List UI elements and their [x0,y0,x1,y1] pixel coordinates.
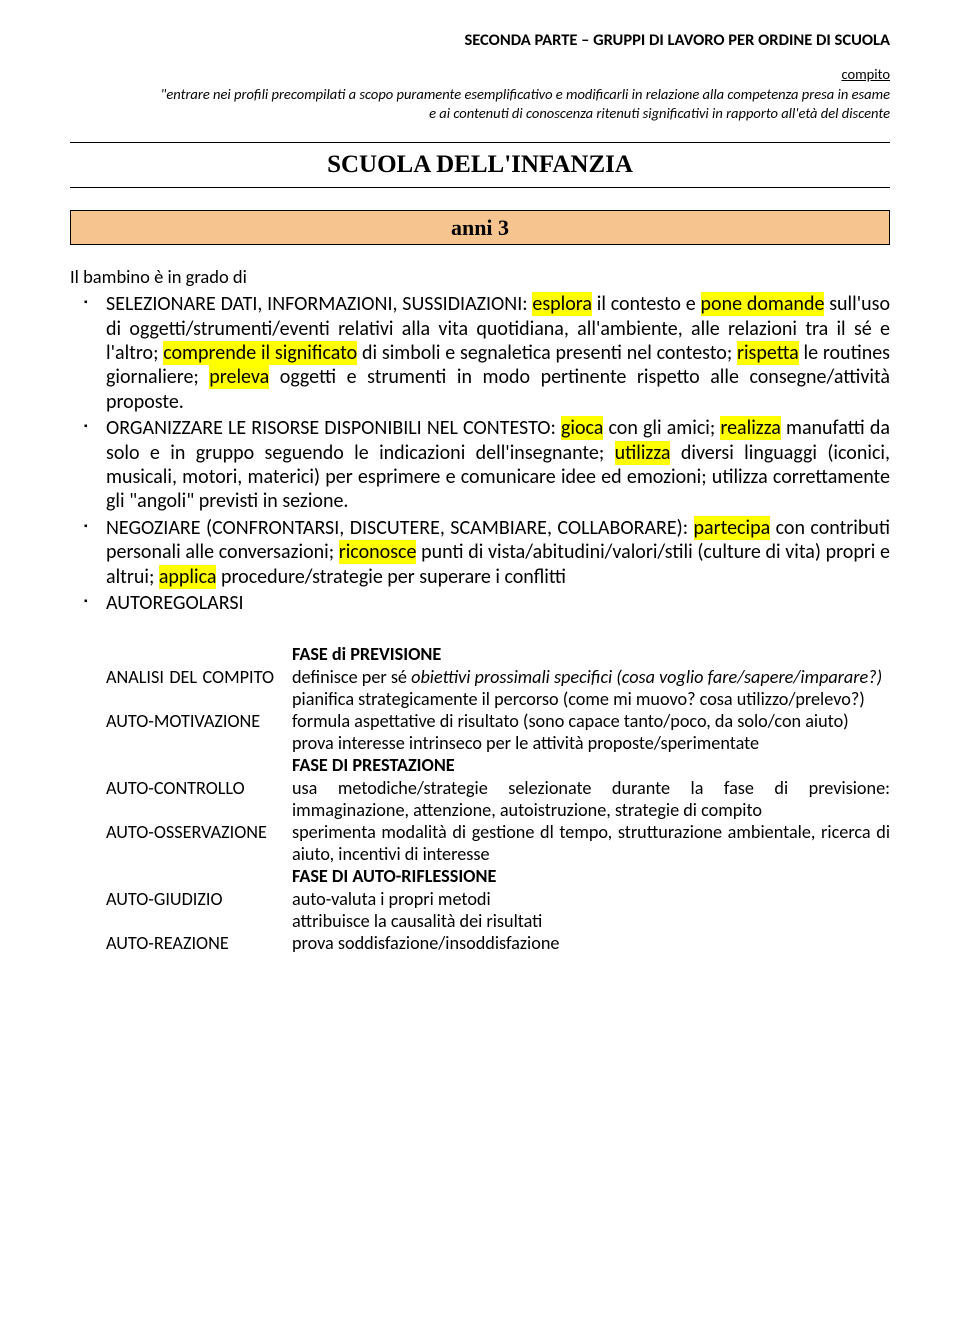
text: sperimenta modalità di gestione dl tempo… [292,821,890,865]
highlight: pone domande [701,292,825,316]
header-sub-text: compito [841,65,890,83]
highlight: riconosce [339,540,417,564]
highlight: comprende il significato [163,341,357,365]
highlight: rispetta [737,341,799,365]
header-line-1: "entrare nei profili precompilati a scop… [70,85,890,104]
text: pianifica strategicamente il percorso (c… [292,688,890,710]
text: formula aspettative di risultato (sono c… [292,710,890,732]
highlight: utilizza [615,441,671,465]
phase-heading: FASE di PREVISIONE [292,643,890,665]
table-cell-right: formula aspettative di risultato (sono c… [292,710,890,777]
table-cell-left [106,643,274,665]
table-cell-right: auto-valuta i propri metodi attribuisce … [292,888,890,932]
rule-top [70,142,890,143]
header-line-2: e ai contenuti di conoscenza ritenuti si… [70,104,890,123]
highlight: partecipa [694,516,771,540]
text: prova interesse intrinseco per le attivi… [292,732,890,754]
table-cell-right: usa metodiche/strategie selezionate dura… [292,777,890,821]
phase-heading: FASE DI PRESTAZIONE [292,754,890,776]
text: procedure/strategie per superare i confl… [216,565,566,589]
table-cell-right: FASE di PREVISIONE [292,643,890,665]
text: ORGANIZZARE LE RISORSE DISPONIBILI NEL C… [106,416,561,440]
table-cell-left: AUTO-REAZIONE [106,932,274,954]
text: attribuisce la causalità dei risultati [292,910,890,932]
text: NEGOZIARE (CONFRONTARSI, DISCUTERE, SCAM… [106,516,694,540]
list-item: AUTOREGOLARSI [106,591,890,615]
rule-bottom [70,187,890,188]
text: prova soddisfazione/insoddisfazione [292,932,890,954]
highlight: gioca [561,416,603,440]
table-cell-left: AUTO-CONTROLLO [106,777,274,821]
phase-table: FASE di PREVISIONE ANALISI DEL COMPITO d… [70,643,890,954]
text: auto-valuta i propri metodi [292,888,890,910]
table-cell-right: definisce per sé obiettivi prossimali sp… [292,666,890,710]
intro-line: Il bambino è in grado di [70,265,890,288]
list-item: ORGANIZZARE LE RISORSE DISPONIBILI NEL C… [106,416,890,514]
bullet-list: SELEZIONARE DATI, INFORMAZIONI, SUSSIDIA… [70,292,890,615]
table-cell-right: prova soddisfazione/insoddisfazione [292,932,890,954]
table-cell-right: sperimenta modalità di gestione dl tempo… [292,821,890,888]
text: SELEZIONARE DATI, INFORMAZIONI, SUSSIDIA… [106,292,532,316]
main-title: SCUOLA DELL'INFANZIA [70,147,890,182]
list-item: NEGOZIARE (CONFRONTARSI, DISCUTERE, SCAM… [106,516,890,589]
table-cell-left: AUTO-MOTIVAZIONE [106,710,274,777]
list-item: SELEZIONARE DATI, INFORMAZIONI, SUSSIDIA… [106,292,890,414]
highlight: preleva [209,365,269,389]
table-cell-left: AUTO-OSSERVAZIONE [106,821,274,888]
table-cell-left: AUTO-GIUDIZIO [106,888,274,932]
text: di simboli e segnaletica presenti nel co… [357,341,737,365]
text: AUTOREGOLARSI [106,591,244,615]
table-cell-left: ANALISI DEL COMPITO [106,666,274,710]
highlight: realizza [720,416,780,440]
text: usa metodiche/strategie selezionate dura… [292,777,890,821]
highlight: applica [159,565,217,589]
text: il contesto e [592,292,701,316]
text: con gli amici; [603,416,720,440]
text: definisce per sé [292,666,411,688]
header-title: SECONDA PARTE – GRUPPI DI LAVORO PER ORD… [70,30,890,51]
header-subtitle: compito [70,65,890,83]
highlight: esplora [532,292,592,316]
phase-heading: FASE DI AUTO-RIFLESSIONE [292,865,890,887]
italic-text: obiettivi prossimali specifici (cosa vog… [411,666,882,688]
age-banner: anni 3 [70,210,890,246]
